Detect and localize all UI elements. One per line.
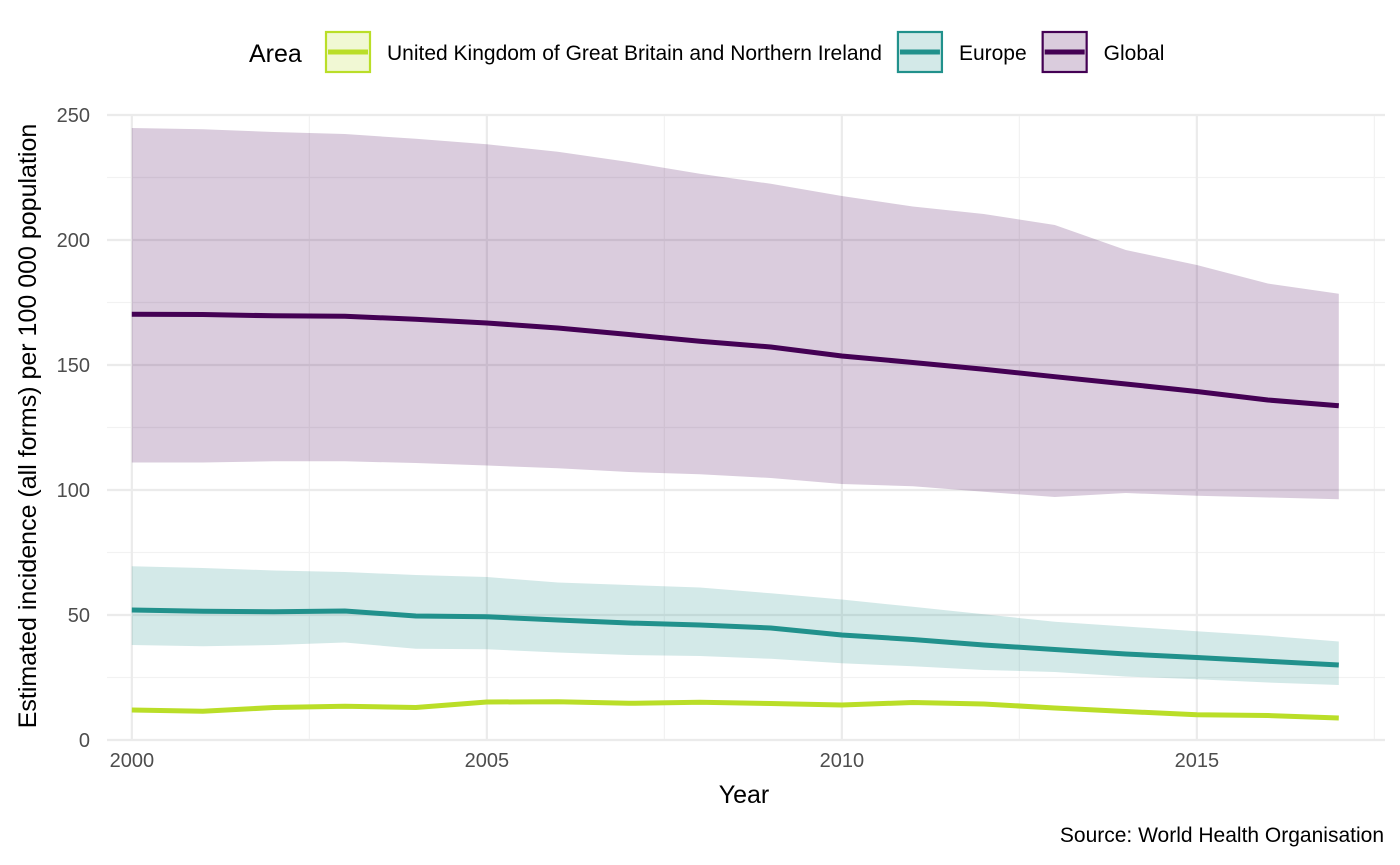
caption: Source: World Health Organisation [1060,824,1384,847]
legend-label: Global [1104,42,1165,65]
x-axis-ticks: 2000 2005 2010 2015 [110,750,1220,772]
y-tick-label: 0 [79,730,90,752]
grid [107,113,1385,742]
legend-title: Area [249,40,302,68]
legend-label: United Kingdom of Great Britain and Nort… [387,42,882,65]
y-tick-label: 200 [57,230,90,252]
line-series-2 [131,311,1340,409]
y-axis-ticks: 0 50 100 150 200 250 [57,105,90,752]
y-axis-title: Estimated incidence (all forms) per 100 … [14,124,42,729]
x-tick-label: 2010 [820,750,865,772]
x-tick-label: 2000 [110,750,155,772]
x-tick-label: 2015 [1175,750,1220,772]
legend: Area United Kingdom of Great Britain and… [249,30,1165,74]
confidence-ribbons [131,128,1339,718]
legend-item-2: Global [1041,30,1165,74]
legend-label: Europe [959,42,1027,65]
ribbon-series-2 [131,128,1339,500]
y-tick-label: 100 [57,480,90,502]
line-series-0 [131,699,1339,721]
legend-item-0: United Kingdom of Great Britain and Nort… [324,30,882,74]
y-tick-label: 50 [68,605,90,627]
y-tick-label: 250 [57,105,90,127]
x-tick-label: 2005 [465,750,510,772]
y-tick-label: 150 [57,355,90,377]
x-axis-title: Year [719,781,770,809]
line-series-1 [131,607,1339,668]
series-lines [131,311,1340,721]
legend-item-1: Europe [896,30,1027,74]
